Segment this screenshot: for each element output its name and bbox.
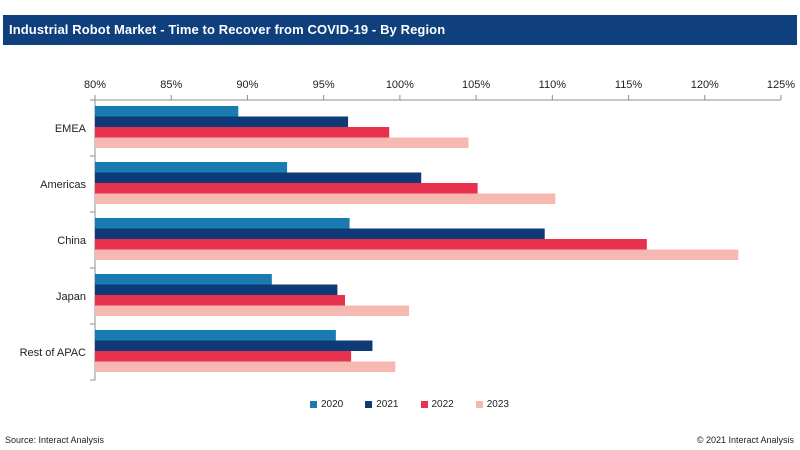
bar-2020 [95,330,336,341]
bar-2023 [95,193,556,204]
category-label: EMEA [55,123,87,135]
x-tick-label: 90% [236,79,258,91]
bar-2020 [95,218,350,229]
x-tick-label: 95% [313,79,335,91]
chart-title: Industrial Robot Market - Time to Recove… [9,22,446,37]
bar-2023 [95,137,469,148]
x-tick-label: 110% [539,79,567,91]
bar-2023 [95,361,396,372]
legend-label: 2023 [486,398,509,410]
x-tick-label: 100% [386,79,414,91]
legend-swatch [310,400,317,408]
bar-2021 [95,116,349,127]
legend-label: 2020 [321,398,344,410]
bar-2021 [95,172,422,183]
bar-2020 [95,106,239,117]
x-tick-label: 120% [691,79,719,91]
x-tick-label: 125% [767,79,795,91]
bar-2022 [95,351,352,362]
copyright-note: © 2021 Interact Analysis [696,435,794,445]
legend-item: 2021 [365,398,399,410]
title-bar: Industrial Robot Market - Time to Recove… [3,15,797,45]
legend-item: 2022 [420,398,454,410]
legend-swatch [365,400,373,408]
bar-2020 [95,162,288,173]
x-tick-label: 80% [84,79,106,91]
x-tick-label: 105% [462,79,490,91]
category-label: Rest of APAC [20,347,86,359]
legend-item: 2020 [310,399,343,410]
bar-2020 [95,274,272,285]
source-note: Source: Interact Analysis [5,435,105,445]
legend-item: 2023 [475,398,509,410]
bar-2022 [95,127,390,138]
legend-swatch [420,400,428,408]
legend-swatch [475,400,483,408]
legend: 2020 2021 2022 2023 [310,397,530,411]
legend-label: 2021 [376,398,399,410]
bar-2022 [95,183,478,194]
bar-2023 [95,249,739,260]
x-tick-label: 115% [615,79,643,91]
category-label: Japan [56,291,86,303]
category-label: China [57,235,87,247]
bar-2021 [95,228,545,239]
bar-2022 [95,295,346,306]
bar-2022 [95,239,647,250]
legend-label: 2022 [431,398,454,410]
bar-2021 [95,284,338,295]
category-label: Americas [40,179,86,191]
x-tick-label: 85% [160,79,182,91]
bar-2021 [95,340,373,351]
bar-2023 [95,305,410,316]
